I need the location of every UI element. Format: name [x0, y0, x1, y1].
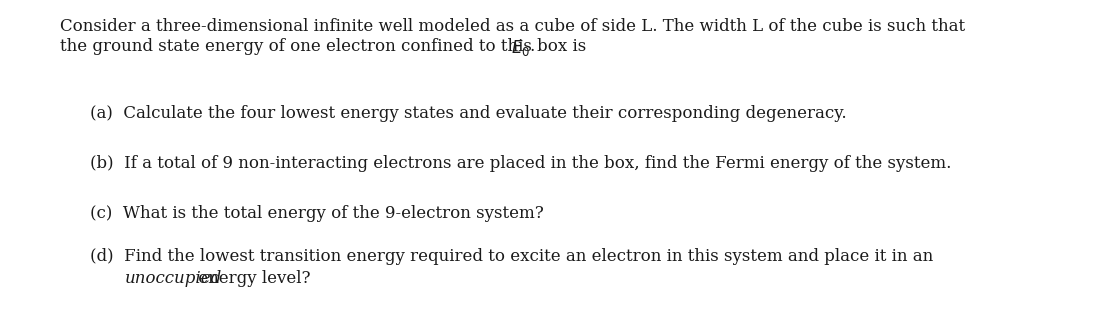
Text: $E_0$: $E_0$ [511, 38, 531, 58]
Text: Consider a three-dimensional infinite well modeled as a cube of side L. The widt: Consider a three-dimensional infinite we… [60, 18, 965, 35]
Text: (d)  Find the lowest transition energy required to excite an electron in this sy: (d) Find the lowest transition energy re… [90, 248, 933, 265]
Text: (a)  Calculate the four lowest energy states and evaluate their corresponding de: (a) Calculate the four lowest energy sta… [90, 105, 847, 122]
Text: .: . [529, 38, 535, 55]
Text: (b)  If a total of 9 non-interacting electrons are placed in the box, find the F: (b) If a total of 9 non-interacting elec… [90, 155, 952, 172]
Text: the ground state energy of one electron confined to this box is: the ground state energy of one electron … [60, 38, 592, 55]
Text: energy level?: energy level? [194, 270, 311, 287]
Text: (c)  What is the total energy of the 9-electron system?: (c) What is the total energy of the 9-el… [90, 205, 544, 222]
Text: unoccupied: unoccupied [125, 270, 222, 287]
